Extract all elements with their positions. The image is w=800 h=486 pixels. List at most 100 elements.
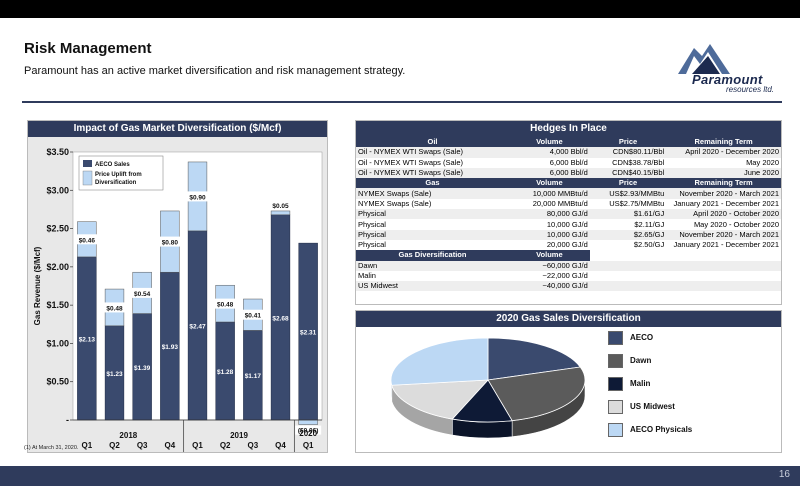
table-cell: January 2021 - December 2021 (673, 240, 779, 250)
table-header-cell: Volume (509, 137, 590, 148)
gas-header-row: Gas Volume Price Remaining Term (356, 178, 781, 189)
table-cell: May 2020 - October 2020 (693, 219, 779, 229)
logo-subtitle: resources ltd. (726, 85, 775, 94)
table-row: Physical 20,000 GJ/d $2.50/GJ January 2021 … (356, 240, 781, 250)
year-group-label: 2019 (230, 431, 248, 440)
table-header-cell: Oil (356, 137, 509, 148)
table-row: Physical 10,000 GJ/d $2.65/GJ November 2020… (356, 229, 781, 240)
table-cell: ~40,000 GJ/d (509, 281, 590, 292)
aeco-data-label: $2.68 (272, 315, 289, 322)
table-cell: US$2.75/MMBtu (609, 198, 665, 208)
legend-item: AECO Physicals (608, 423, 728, 439)
footnote: (1) At March 31, 2020. (24, 445, 79, 451)
table-header-cell: Gas (356, 178, 509, 189)
table-cell: NYMEX Swaps (Sale) (356, 188, 509, 199)
pie-slice-aeco-physicals (390, 337, 489, 386)
table-cell: $1.61/GJ (589, 209, 667, 220)
uplift-label-bg (158, 236, 181, 247)
table-header-cell: Volume (509, 250, 590, 261)
uplift-data-label: $0.05 (272, 203, 289, 210)
table-row: NYMEX Swaps (Sale) 10,000 MMBtu/d US$2.93/… (356, 188, 781, 199)
table-header-cell (589, 250, 667, 261)
legend-item: Dawn (608, 354, 728, 370)
uplift-label-bg (131, 287, 154, 298)
legend-swatch (608, 354, 623, 368)
table-cell: CDN$40.15/Bbl (589, 167, 667, 179)
table-cell: $2.11/GJ (634, 219, 665, 229)
uplift-label-bg (186, 191, 209, 202)
legend-swatch-uplift (82, 170, 93, 186)
oil-header-row: Oil Volume Price Remaining Term (356, 137, 781, 148)
table-row: Oil - NYMEX WTI Swaps (Sale) 4,000 Bbl/d C… (356, 147, 781, 158)
x-tick-label: Q4 (275, 441, 286, 450)
table-cell (666, 271, 781, 281)
x-tick-label: Q3 (247, 441, 258, 450)
logo-mountain-icon (678, 44, 730, 74)
table-header-cell (666, 250, 781, 261)
uplift-data-label: $0.41 (245, 313, 262, 320)
legend-label-uplift-line2: Diversification (95, 180, 137, 186)
table-cell: January 2021 - December 2021 (673, 198, 779, 208)
footer-bar: 16 (0, 466, 800, 486)
table-row: US Midwest ~40,000 GJ/d (356, 281, 781, 292)
slide: Risk Management Paramount has an active … (0, 18, 800, 466)
hedges-table: Oil Volume Price Remaining Term Oil - NYMEX … (356, 137, 781, 292)
table-cell: CDN$38.78/Bbl (612, 157, 665, 167)
uplift-label-bg (241, 309, 264, 320)
y-tick-label: $1.50 (46, 300, 69, 310)
legend-label: AECO (630, 333, 654, 342)
table-cell: ~60,000 GJ/d (509, 260, 590, 271)
x-tick-label: Q2 (109, 441, 120, 450)
aeco-data-label: $2.31 (300, 330, 317, 337)
hedges-panel: Hedges In Place Oil Volume Price Remaining … (355, 120, 782, 305)
table-cell: $2.65/GJ (589, 229, 667, 240)
legend-item: US Midwest (608, 400, 728, 416)
gas-diversification-chart-panel: Impact of Gas Market Diversification ($/… (27, 120, 328, 453)
table-cell: June 2020 (666, 167, 781, 179)
table-cell: NYMEX Swaps (Sale) (358, 198, 432, 208)
legend-label: Malin (630, 379, 651, 388)
table-cell: April 2020 - October 2020 (666, 209, 781, 220)
uplift-data-label: ($0.06) (298, 428, 319, 435)
legend-swatch (608, 400, 623, 414)
table-cell: Dawn (356, 260, 509, 271)
hedges-panel-title: Hedges In Place (356, 121, 781, 137)
table-row: Malin ~22,000 GJ/d (356, 271, 781, 281)
year-group-label: 2018 (119, 431, 137, 440)
table-cell: April 2020 - December 2020 (666, 147, 781, 158)
table-row: Dawn ~60,000 GJ/d (356, 260, 781, 271)
table-cell: November 2020 - March 2021 (666, 188, 781, 199)
table-cell: $2.50/GJ (633, 240, 665, 250)
table-cell: November 2020 - March 2021 (666, 229, 781, 240)
x-tick-label: Q2 (220, 441, 231, 450)
uplift-label-bg (214, 298, 237, 309)
legend-item: Malin (608, 377, 728, 393)
y-tick-label: $2.00 (46, 262, 69, 272)
table-cell (589, 281, 667, 292)
legend-item: AECO (608, 331, 728, 347)
bar-chart: - $0.50 $1.00 $1.50 $2.00 $2.50 $3.00 $3.50 Gas … (33, 147, 323, 452)
table-cell: Physical (358, 219, 386, 229)
table-cell (666, 281, 781, 292)
chart-legend: AECO Sales Price Uplift from Diversificati… (78, 155, 164, 191)
table-cell: US$2.93/MMBtu (589, 188, 667, 199)
legend-swatch (608, 331, 623, 345)
x-tick-label: Q3 (137, 441, 148, 450)
legend-label-uplift-line1: Price Uplift from (95, 172, 142, 178)
x-tick-label: Q4 (164, 441, 175, 450)
y-tick-label: $0.50 (46, 377, 69, 387)
page-subtitle: Paramount has an active market diversifi… (24, 65, 406, 77)
table-cell: 10,000 GJ/d (546, 219, 588, 229)
uplift-label-bg (75, 234, 98, 245)
table-cell: US Midwest (356, 281, 509, 292)
table-cell: 20,000 MMBtu/d (532, 198, 588, 208)
aeco-data-label: $2.47 (189, 323, 206, 330)
table-cell: 6,000 Bbl/d (549, 157, 588, 167)
year-group-label: 2020 (299, 429, 317, 438)
table-row: Oil - NYMEX WTI Swaps (Sale) 6,000 Bbl/d C… (356, 167, 781, 179)
table-cell: 20,000 GJ/d (546, 240, 588, 250)
table-cell: Oil - NYMEX WTI Swaps (Sale) (358, 157, 464, 167)
table-cell (666, 260, 781, 271)
table-row: Oil - NYMEX WTI Swaps (Sale) 6,000 Bbl/d C… (356, 158, 781, 168)
legend-label: Dawn (630, 356, 652, 365)
